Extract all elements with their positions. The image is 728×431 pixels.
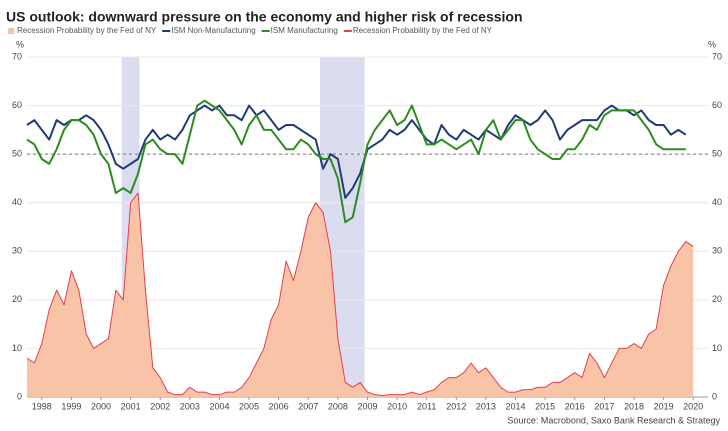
- legend-label: ISM Manufacturing: [271, 26, 338, 35]
- x-tick-label: 2002: [150, 401, 170, 411]
- legend-label: ISM Non-Manufacturing: [171, 26, 255, 35]
- y2-tick-label: 20: [712, 294, 722, 304]
- x-tick-label: 2020: [683, 401, 703, 411]
- y2-tick-label: 70: [712, 51, 722, 61]
- y2-tick-label: 0: [712, 391, 717, 401]
- legend-swatch: [8, 28, 14, 34]
- y2-tick-label: 60: [712, 100, 722, 110]
- y2-tick-label: 10: [712, 343, 722, 353]
- x-tick-label: 2001: [121, 401, 141, 411]
- x-tick-label: 2007: [298, 401, 318, 411]
- y-tick-label: 0: [17, 391, 22, 401]
- y2-tick-label: 50: [712, 149, 722, 159]
- chart-title: US outlook: downward pressure on the eco…: [6, 9, 523, 25]
- x-tick-label: 2003: [180, 401, 200, 411]
- x-tick-label: 2013: [476, 401, 496, 411]
- source: Source: Macrobond, Saxo Bank Research & …: [507, 415, 720, 425]
- x-tick-label: 2019: [654, 401, 674, 411]
- x-tick-label: 2006: [269, 401, 289, 411]
- legend-label: Recession Probability by the Fed of NY: [17, 26, 157, 35]
- x-tick-label: 2016: [565, 401, 585, 411]
- x-tick-label: 2010: [387, 401, 407, 411]
- x-tick-label: 2004: [209, 401, 229, 411]
- y2-tick-label: 30: [712, 246, 722, 256]
- area: [27, 193, 694, 397]
- y-unit-left: %: [16, 39, 24, 49]
- x-tick-label: 2014: [506, 401, 526, 411]
- y-unit-right: %: [708, 39, 716, 49]
- y-tick-label: 40: [12, 197, 22, 207]
- legend-swatch: [261, 30, 270, 32]
- legend-swatch: [162, 30, 171, 32]
- y-tick-label: 20: [12, 294, 22, 304]
- y-tick-label: 10: [12, 343, 22, 353]
- y-tick-label: 60: [12, 100, 22, 110]
- line: [26, 192, 694, 397]
- legend-label: Recession Probability by the Fed of NY: [353, 26, 493, 35]
- x-tick-label: 2012: [446, 401, 466, 411]
- x-tick-label: 2015: [535, 401, 555, 411]
- x-tick-label: 2017: [594, 401, 614, 411]
- y-tick-label: 50: [12, 149, 22, 159]
- x-tick-label: 2011: [417, 401, 436, 411]
- legend-swatch: [343, 30, 352, 32]
- x-tick-label: 2009: [357, 401, 377, 411]
- x-tick-label: 2005: [239, 401, 259, 411]
- y-tick-label: 30: [12, 246, 22, 256]
- x-tick-label: 1999: [61, 401, 81, 411]
- y-tick-label: 70: [12, 51, 22, 61]
- y2-tick-label: 40: [712, 197, 722, 207]
- x-tick-label: 2018: [624, 401, 644, 411]
- x-tick-label: 2000: [91, 401, 111, 411]
- line: [26, 104, 687, 199]
- x-tick-label: 2008: [328, 401, 348, 411]
- x-tick-label: 1998: [32, 401, 52, 411]
- line: [26, 99, 686, 224]
